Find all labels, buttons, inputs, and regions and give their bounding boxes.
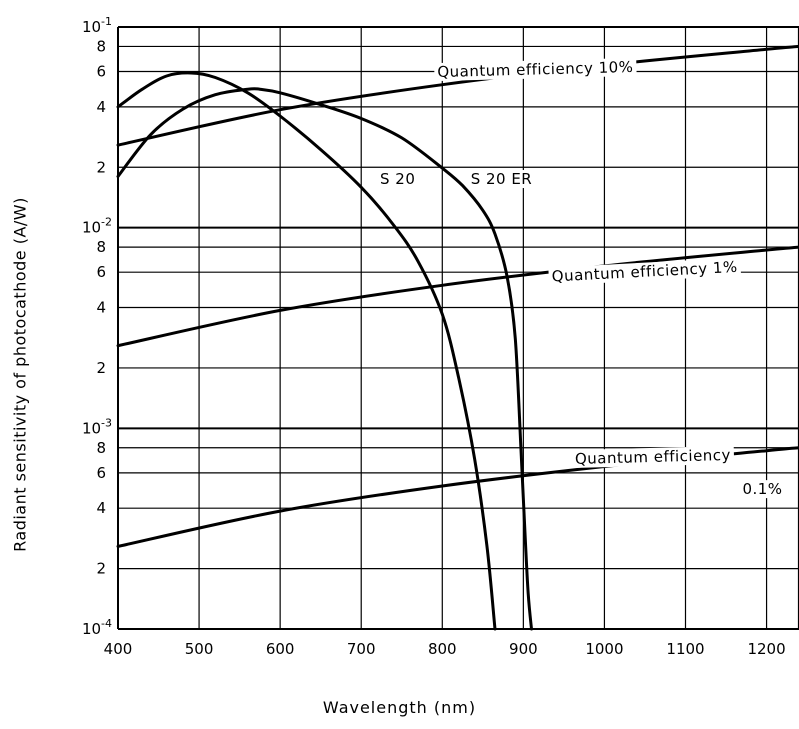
annotation-group: S 20 ER bbox=[467, 170, 536, 189]
series-line-quantum-efficiency-0-1 bbox=[116, 446, 799, 548]
series-line-quantum-efficiency-10 bbox=[116, 44, 799, 147]
y-tick-label: 10-1 bbox=[82, 15, 112, 36]
annotation-background bbox=[434, 57, 637, 82]
annotation-label: S 20 ER bbox=[471, 170, 533, 188]
annotation-background bbox=[467, 170, 536, 189]
x-tick-label: 1200 bbox=[747, 640, 785, 658]
annotation-label: Quantum efficiency 10% bbox=[437, 58, 634, 81]
y-tick-label: 8 bbox=[96, 439, 106, 457]
x-tick-label: 1000 bbox=[585, 640, 623, 658]
axis-ticks: 400 500 600 700 800 900 1000 1100 120010-1864210… bbox=[82, 15, 786, 658]
x-tick-label: 900 bbox=[509, 640, 538, 658]
y-tick-label: 2 bbox=[96, 359, 106, 377]
x-tick-label: 1100 bbox=[666, 640, 704, 658]
y-tick-label: 10-2 bbox=[82, 216, 112, 237]
y-tick-label: 8 bbox=[96, 37, 106, 55]
x-tick-label: 800 bbox=[428, 640, 457, 658]
y-tick-label: 2 bbox=[96, 158, 106, 176]
y-tick-label: 6 bbox=[96, 464, 106, 482]
annotations: Quantum efficiency 10% Quantum efficiency… bbox=[377, 57, 786, 499]
y-axis-label-wrap: Radiant sensitivity of photocathode (A/W… bbox=[5, 180, 35, 580]
annotation-group: Quantum efficiency 1% bbox=[548, 257, 742, 286]
y-axis-label: Radiant sensitivity of photocathode (A/W… bbox=[10, 197, 30, 552]
annotation-group: Quantum efficiency bbox=[571, 445, 735, 469]
x-tick-label: 700 bbox=[347, 640, 376, 658]
y-tick-label: 10-3 bbox=[82, 416, 112, 437]
y-tick-label: 10-4 bbox=[82, 617, 112, 638]
y-tick-label: 4 bbox=[96, 98, 106, 116]
annotation-group: 0.1% bbox=[739, 480, 786, 499]
y-tick-label: 6 bbox=[96, 263, 106, 281]
y-tick-label: 4 bbox=[96, 499, 106, 517]
annotation-background bbox=[739, 480, 786, 499]
series-line-s-20 bbox=[116, 71, 497, 631]
annotation-background bbox=[548, 257, 742, 286]
y-tick-label: 8 bbox=[96, 238, 106, 256]
x-tick-label: 400 bbox=[104, 640, 133, 658]
annotation-label: S 20 bbox=[380, 170, 415, 188]
annotation-label: Quantum efficiency 1% bbox=[551, 258, 738, 286]
grid bbox=[117, 26, 799, 630]
x-tick-label: 500 bbox=[185, 640, 214, 658]
annotation-label: 0.1% bbox=[742, 480, 782, 498]
x-axis-label: Wavelength (nm) bbox=[322, 698, 477, 717]
series-line-s-20-er bbox=[116, 87, 533, 631]
annotation-label: Quantum efficiency bbox=[575, 446, 731, 468]
series-line-quantum-efficiency-1 bbox=[116, 245, 799, 348]
y-tick-label: 6 bbox=[96, 63, 106, 81]
annotation-group: S 20 bbox=[377, 170, 419, 189]
y-tick-label: 2 bbox=[96, 560, 106, 578]
x-tick-label: 600 bbox=[266, 640, 295, 658]
series-lines bbox=[116, 44, 799, 631]
annotation-background bbox=[571, 445, 735, 469]
y-tick-label: 4 bbox=[96, 299, 106, 317]
annotation-background bbox=[377, 170, 419, 189]
annotation-group: Quantum efficiency 10% bbox=[434, 57, 637, 82]
